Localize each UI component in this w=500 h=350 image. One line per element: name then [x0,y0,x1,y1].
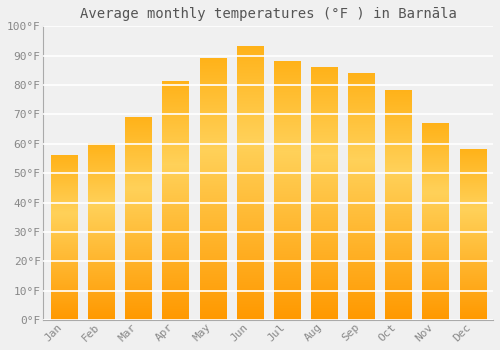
Title: Average monthly temperatures (°F ) in Barnāla: Average monthly temperatures (°F ) in Ba… [80,7,456,21]
